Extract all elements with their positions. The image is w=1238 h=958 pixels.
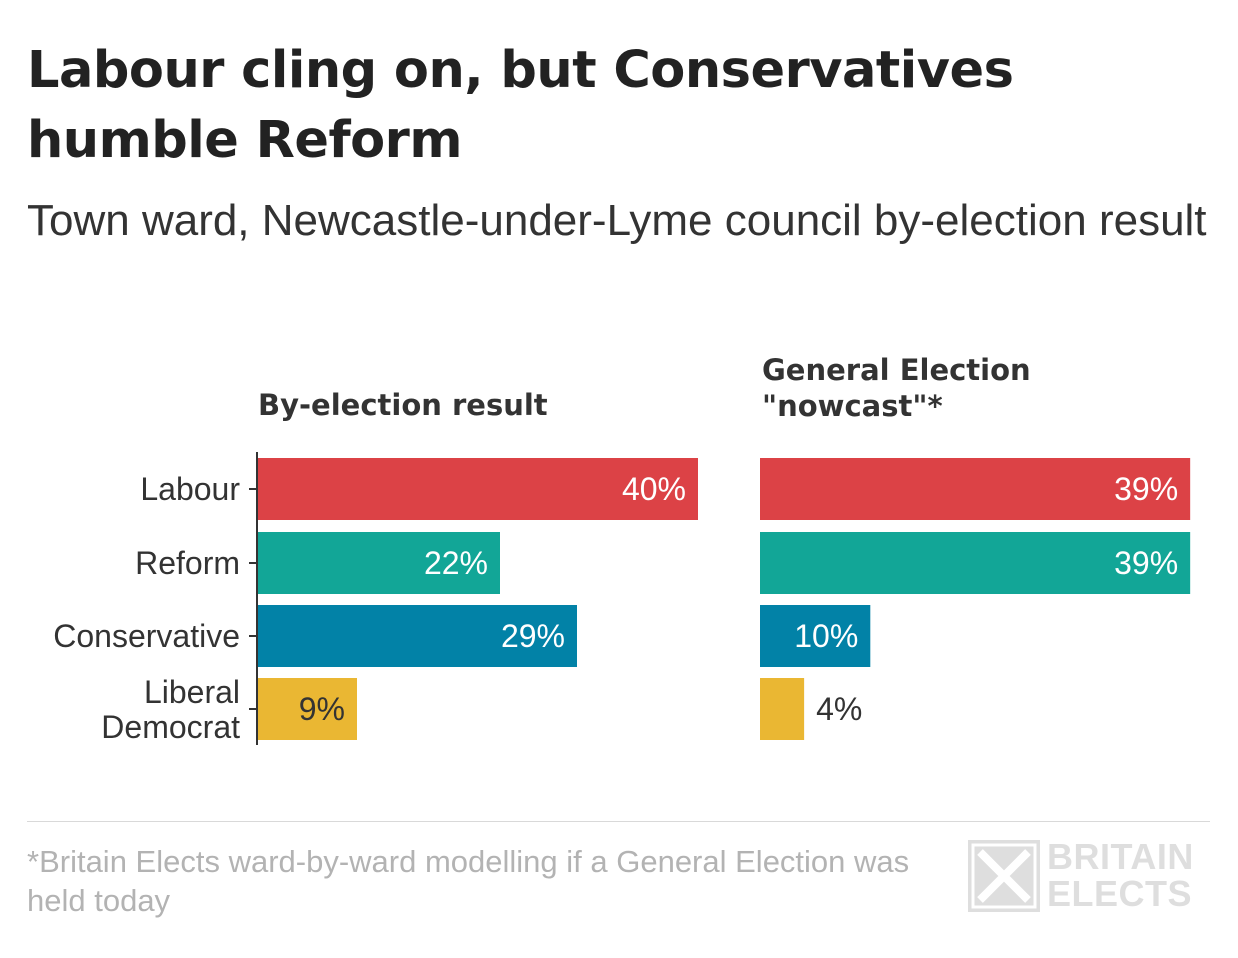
data-label: 10% [794,618,858,654]
category-label: Labour [140,471,240,507]
bar-nowcast-labour [760,458,1191,520]
footnote: *Britain Elects ward-by-ward modelling i… [27,844,910,918]
data-label: 4% [816,691,862,727]
data-label: 9% [299,691,345,727]
bar-nowcast-reform [760,532,1191,594]
chart-subtitle: Town ward, Newcastle-under-Lyme council … [27,196,1207,245]
category-label: Reform [135,545,240,581]
category-label: Liberal Democrat [101,674,240,745]
chart-title: Labour cling on, but Conservatives humbl… [27,41,1014,170]
logo-wordmark: BRITAIN ELECTS [1047,838,1194,912]
data-label: 39% [1114,545,1178,581]
logo-line-2: ELECTS [1047,873,1193,914]
bar-byelection-conservative [258,605,577,667]
data-label: 22% [424,545,488,581]
bar-nowcast-conservative [760,605,871,667]
data-label: 39% [1114,471,1178,507]
data-label: 40% [622,471,686,507]
logo-x-icon [968,840,1040,912]
panel-title-nowcast: General Election "nowcast"* [762,353,1031,423]
britain-elects-logo: BRITAIN ELECTS [968,838,1212,914]
bar-byelection-labour [258,458,698,520]
bar-chart: By-election result General Election "nowc… [53,353,1191,745]
bar-byelection-liberal-democrat [258,678,357,740]
logo-line-1: BRITAIN [1047,836,1194,877]
bar-byelection-reform [258,532,500,594]
footer-divider [27,821,1210,822]
category-label: Conservative [53,618,240,654]
bar-nowcast-liberal-democrat [760,678,805,740]
panel-title-byelection: By-election result [258,388,548,422]
data-label: 29% [501,618,565,654]
